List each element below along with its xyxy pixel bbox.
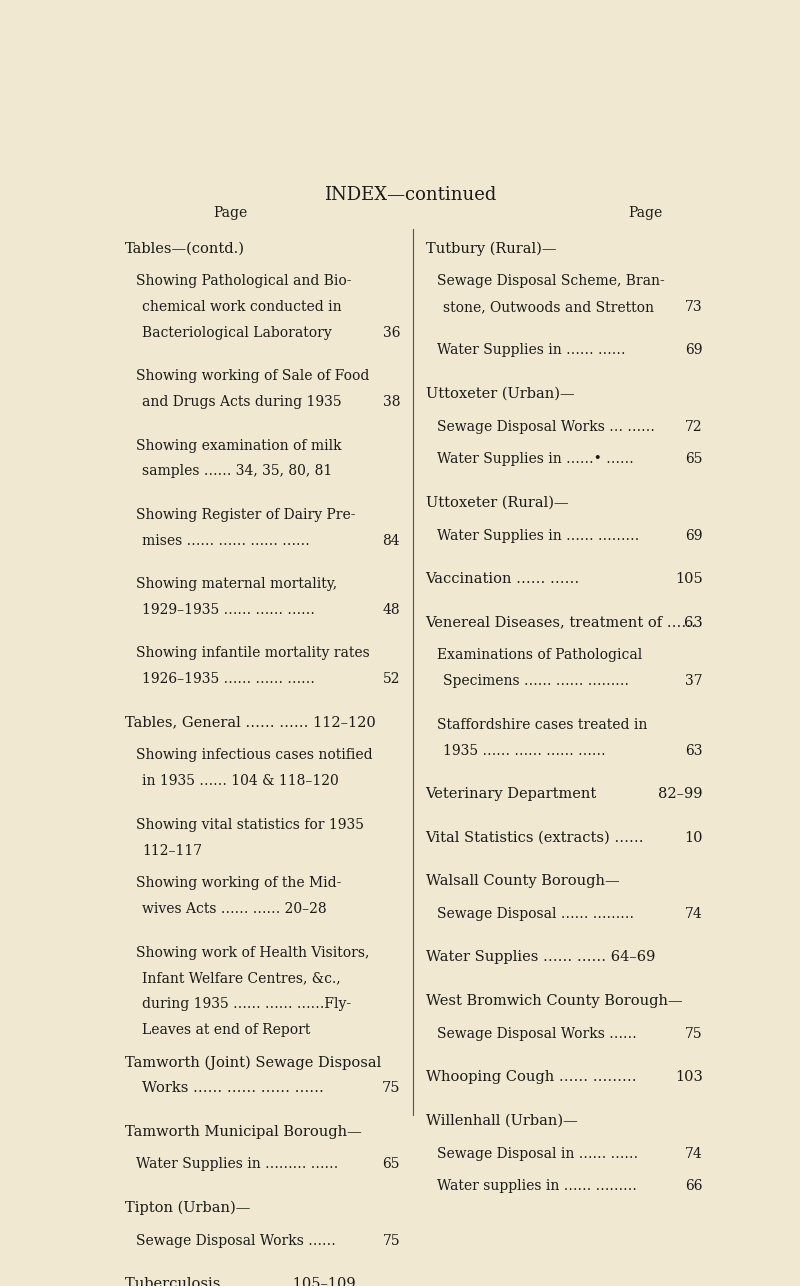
Text: and Drugs Acts during 1935: and Drugs Acts during 1935 — [142, 395, 342, 409]
Text: 82–99: 82–99 — [658, 787, 702, 801]
Text: 38: 38 — [382, 395, 400, 409]
Text: Bacteriological Laboratory: Bacteriological Laboratory — [142, 325, 332, 340]
Text: 37: 37 — [685, 674, 702, 688]
Text: Sewage Disposal Works … ……: Sewage Disposal Works … …… — [437, 419, 654, 433]
Text: Water Supplies in ……• ……: Water Supplies in ……• …… — [437, 453, 634, 467]
Text: 74: 74 — [685, 907, 702, 921]
Text: mises …… …… …… ……: mises …… …… …… …… — [142, 534, 310, 548]
Text: Examinations of Pathological: Examinations of Pathological — [437, 648, 642, 662]
Text: Uttoxeter (Rural)—: Uttoxeter (Rural)— — [426, 496, 568, 511]
Text: Vital Statistics (extracts) ……: Vital Statistics (extracts) …… — [426, 831, 644, 845]
Text: Tuberculosis …… …… 105–109: Tuberculosis …… …… 105–109 — [125, 1277, 355, 1286]
Text: Infant Welfare Centres, &c.,: Infant Welfare Centres, &c., — [142, 971, 341, 985]
Text: in 1935 …… 104 & 118–120: in 1935 …… 104 & 118–120 — [142, 774, 339, 788]
Text: Water Supplies in ……… ……: Water Supplies in ……… …… — [136, 1157, 338, 1172]
Text: chemical work conducted in: chemical work conducted in — [142, 300, 342, 314]
Text: Showing working of Sale of Food: Showing working of Sale of Food — [136, 369, 370, 383]
Text: 48: 48 — [382, 603, 400, 617]
Text: 10: 10 — [684, 831, 702, 845]
Text: Showing working of the Mid-: Showing working of the Mid- — [136, 876, 342, 890]
Text: 105: 105 — [675, 572, 702, 586]
Text: 52: 52 — [382, 673, 400, 687]
Text: 75: 75 — [382, 1082, 400, 1096]
Text: 103: 103 — [674, 1070, 702, 1084]
Text: 65: 65 — [382, 1157, 400, 1172]
Text: 1926–1935 …… …… ……: 1926–1935 …… …… …… — [142, 673, 315, 687]
Text: during 1935 …… …… ……Fly-: during 1935 …… …… ……Fly- — [142, 997, 351, 1011]
Text: Water Supplies in …… ……: Water Supplies in …… …… — [437, 343, 625, 358]
Text: Showing examination of milk: Showing examination of milk — [136, 439, 342, 453]
Text: Venereal Diseases, treatment of ……: Venereal Diseases, treatment of …… — [426, 616, 697, 630]
Text: Sewage Disposal Works ……: Sewage Disposal Works …… — [136, 1233, 336, 1247]
Text: 63: 63 — [684, 616, 702, 630]
Text: 74: 74 — [685, 1147, 702, 1160]
Text: Page: Page — [629, 206, 662, 220]
Text: Showing infectious cases notified: Showing infectious cases notified — [136, 748, 373, 763]
Text: Showing Register of Dairy Pre-: Showing Register of Dairy Pre- — [136, 508, 355, 522]
Text: Whooping Cough …… ………: Whooping Cough …… ……… — [426, 1070, 636, 1084]
Text: Tamworth Municipal Borough—: Tamworth Municipal Borough— — [125, 1125, 362, 1138]
Text: Tables—(contd.): Tables—(contd.) — [125, 242, 245, 256]
Text: Showing infantile mortality rates: Showing infantile mortality rates — [136, 647, 370, 661]
Text: Water supplies in …… ………: Water supplies in …… ……… — [437, 1179, 637, 1193]
Text: 1935 …… …… …… ……: 1935 …… …… …… …… — [443, 743, 606, 757]
Text: Showing maternal mortality,: Showing maternal mortality, — [136, 577, 337, 592]
Text: stone, Outwoods and Stretton: stone, Outwoods and Stretton — [443, 300, 654, 314]
Text: 36: 36 — [382, 325, 400, 340]
Text: Vaccination …… ……: Vaccination …… …… — [426, 572, 580, 586]
Text: 72: 72 — [685, 419, 702, 433]
Text: Sewage Disposal Works ……: Sewage Disposal Works …… — [437, 1026, 637, 1040]
Text: 69: 69 — [685, 529, 702, 543]
Text: Works …… …… …… ……: Works …… …… …… …… — [142, 1082, 324, 1096]
Text: Showing Pathological and Bio-: Showing Pathological and Bio- — [136, 274, 351, 288]
Text: 73: 73 — [685, 300, 702, 314]
Text: INDEX—continued: INDEX—continued — [324, 186, 496, 204]
Text: Tutbury (Rural)—: Tutbury (Rural)— — [426, 242, 556, 256]
Text: 84: 84 — [382, 534, 400, 548]
Text: Sewage Disposal Scheme, Bran-: Sewage Disposal Scheme, Bran- — [437, 274, 665, 288]
Text: Staffordshire cases treated in: Staffordshire cases treated in — [437, 718, 647, 732]
Text: Willenhall (Urban)—: Willenhall (Urban)— — [426, 1114, 578, 1128]
Text: Leaves at end of Report: Leaves at end of Report — [142, 1022, 310, 1037]
Text: Specimens …… …… ………: Specimens …… …… ……… — [443, 674, 629, 688]
Text: Page: Page — [213, 206, 247, 220]
Text: wives Acts …… …… 20–28: wives Acts …… …… 20–28 — [142, 901, 326, 916]
Text: Walsall County Borough—: Walsall County Borough— — [426, 874, 619, 889]
Text: Uttoxeter (Urban)—: Uttoxeter (Urban)— — [426, 387, 574, 401]
Text: 65: 65 — [685, 453, 702, 467]
Text: 66: 66 — [685, 1179, 702, 1193]
Text: 75: 75 — [382, 1233, 400, 1247]
Text: West Bromwich County Borough—: West Bromwich County Borough— — [426, 994, 682, 1008]
Text: 69: 69 — [685, 343, 702, 358]
Text: Showing work of Health Visitors,: Showing work of Health Visitors, — [136, 945, 370, 959]
Text: Water Supplies …… …… 64–69: Water Supplies …… …… 64–69 — [426, 950, 655, 964]
Text: Water Supplies in …… ………: Water Supplies in …… ……… — [437, 529, 639, 543]
Text: 112–117: 112–117 — [142, 844, 202, 858]
Text: Showing vital statistics for 1935: Showing vital statistics for 1935 — [136, 818, 364, 832]
Text: Tamworth (Joint) Sewage Disposal: Tamworth (Joint) Sewage Disposal — [125, 1056, 381, 1070]
Text: Tables, General …… …… 112–120: Tables, General …… …… 112–120 — [125, 716, 375, 729]
Text: samples …… 34, 35, 80, 81: samples …… 34, 35, 80, 81 — [142, 464, 333, 478]
Text: 75: 75 — [685, 1026, 702, 1040]
Text: Sewage Disposal …… ………: Sewage Disposal …… ……… — [437, 907, 634, 921]
Text: Veterinary Department: Veterinary Department — [426, 787, 597, 801]
Text: 1929–1935 …… …… ……: 1929–1935 …… …… …… — [142, 603, 315, 617]
Text: 63: 63 — [685, 743, 702, 757]
Text: Tipton (Urban)—: Tipton (Urban)— — [125, 1201, 250, 1215]
Text: Sewage Disposal in …… ……: Sewage Disposal in …… …… — [437, 1147, 638, 1160]
